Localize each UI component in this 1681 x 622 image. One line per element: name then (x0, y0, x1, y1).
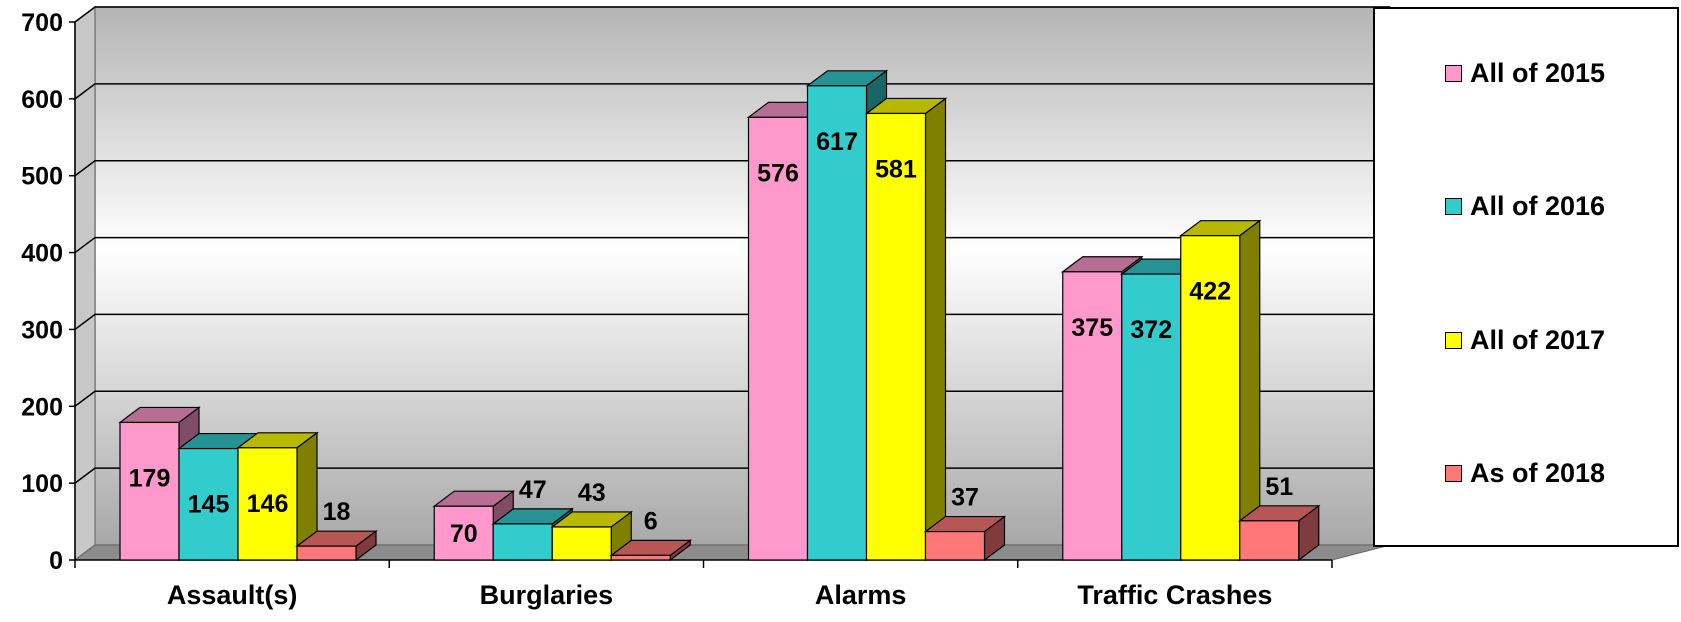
bar (551, 526, 612, 561)
data-label: 576 (757, 159, 799, 187)
data-label: 146 (247, 490, 289, 518)
legend-item-2018: As of 2018 (1445, 457, 1606, 488)
data-label: 179 (129, 464, 171, 492)
data-label: 6 (644, 507, 658, 535)
gridline (74, 159, 1390, 177)
legend: All of 2015 All of 2016 All of 2017 As o… (1373, 7, 1679, 547)
gridline (74, 236, 1390, 254)
data-label: 581 (875, 155, 917, 183)
data-label: 145 (188, 491, 230, 519)
data-label: 18 (323, 498, 351, 526)
bar (1121, 273, 1182, 561)
legend-swatch-2016 (1445, 197, 1462, 215)
x-tick-label: Alarms (815, 580, 907, 610)
legend-item-2017: All of 2017 (1445, 324, 1606, 355)
y-tick-label: 700 (21, 9, 63, 37)
bar (610, 554, 671, 561)
gridline (74, 313, 1390, 331)
bar (119, 421, 180, 561)
bar (296, 545, 357, 561)
y-tick-label: 200 (21, 393, 63, 421)
legend-swatch-2017 (1445, 331, 1462, 349)
y-tick-label: 300 (21, 316, 63, 344)
legend-item-2015: All of 2015 (1445, 57, 1606, 88)
side-wall (74, 5, 96, 562)
legend-label-2015: All of 2015 (1470, 57, 1606, 88)
bar (1239, 520, 1300, 561)
gridline (74, 6, 1390, 23)
x-tick-label: Assault(s) (167, 580, 298, 610)
legend-swatch-2015 (1445, 64, 1462, 82)
bar-side (924, 97, 947, 562)
bar (924, 530, 986, 561)
gridline (74, 83, 1390, 100)
bar (1180, 235, 1241, 561)
data-label: 375 (1071, 314, 1113, 342)
y-tick-label: 0 (49, 547, 63, 575)
data-label: 422 (1189, 278, 1231, 306)
legend-item-2016: All of 2016 (1445, 190, 1606, 221)
legend-swatch-2018 (1445, 464, 1462, 482)
data-label: 47 (519, 476, 547, 504)
legend-label-2017: All of 2017 (1470, 324, 1606, 355)
bar (806, 85, 868, 561)
gridline (74, 390, 1390, 407)
legend-label-2016: All of 2016 (1470, 190, 1606, 221)
bar (237, 447, 298, 561)
bar (492, 523, 553, 561)
data-label: 37 (951, 484, 979, 512)
bar (865, 112, 927, 561)
gridline (74, 467, 1390, 484)
y-tick-label: 100 (21, 470, 63, 498)
y-tick-label: 500 (21, 163, 63, 191)
data-label: 617 (816, 128, 858, 156)
bar (178, 447, 239, 561)
x-tick-label: Traffic Crashes (1077, 580, 1272, 610)
x-tick-label: Burglaries (480, 580, 614, 610)
y-tick-label: 400 (21, 240, 63, 268)
data-label: 372 (1130, 316, 1172, 344)
legend-label-2018: As of 2018 (1470, 457, 1606, 488)
y-tick-label: 600 (21, 86, 63, 114)
bar (1062, 271, 1123, 561)
data-label: 43 (578, 479, 606, 507)
data-label: 70 (450, 520, 478, 548)
data-label: 51 (1265, 473, 1293, 501)
